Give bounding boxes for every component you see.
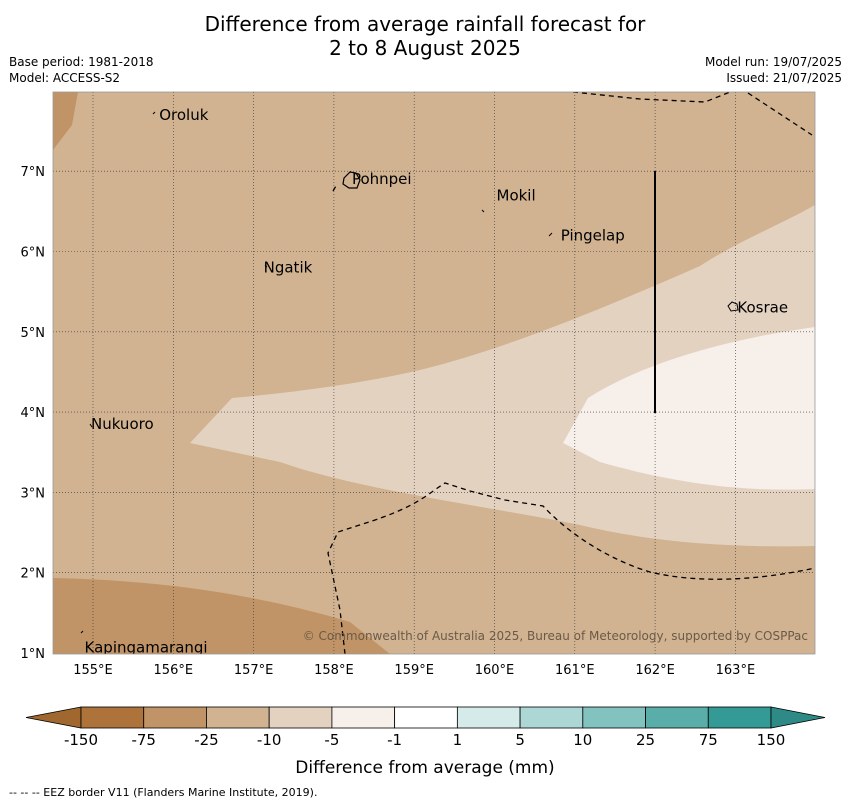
x-tick-label: 156°E: [154, 663, 194, 678]
dark-region-top-left: [53, 92, 78, 150]
y-tick-label: 1°N: [21, 647, 46, 662]
map-title: Difference from average rainfall forecas…: [0, 12, 850, 60]
x-tick-label: 163°E: [716, 663, 756, 678]
colorbar-segment: [582, 706, 646, 729]
colorbar-segment: [394, 706, 458, 729]
pohnpei-island-outline: [342, 171, 361, 189]
y-tick-label: 2°N: [21, 567, 46, 582]
colorbar-tick-label: -1: [387, 731, 402, 749]
colorbar-segment: [456, 706, 521, 729]
dark-region-bottom-left: [53, 578, 390, 654]
eez-footnote: -- -- -- EEZ border V11 (Flanders Marine…: [9, 786, 318, 799]
colorbar-tick-label: -75: [131, 731, 156, 749]
colorbar-tick-label: 10: [573, 731, 592, 749]
kosrae-island-outline: [727, 301, 739, 312]
colorbar-segment: [645, 706, 709, 729]
base-period: Base period: 1981-2018: [9, 55, 154, 69]
x-tick-label: 155°E: [73, 663, 113, 678]
colorbar-segment: [80, 706, 145, 729]
x-axis-ticks: 155°E 156°E 157°E 158°E 159°E 160°E 161°E 162°E…: [73, 663, 755, 678]
place-label-pingelap: Pingelap: [561, 226, 625, 244]
y-tick-label: 7°N: [21, 165, 46, 180]
colorbar-segment: [331, 706, 396, 729]
colorbar-tick-label: -25: [194, 731, 219, 749]
place-label-oroluk: Oroluk: [159, 106, 208, 124]
colorbar-tick-label: 150: [757, 731, 786, 749]
model-name: Model: ACCESS-S2: [9, 71, 121, 85]
issued-date: Issued: 21/07/2025: [726, 71, 842, 85]
y-tick-label: 4°N: [21, 406, 46, 421]
map-frame: [52, 91, 816, 655]
colorbar-tick-label: -5: [324, 731, 339, 749]
colorbar-tick-label: -150: [64, 731, 98, 749]
colorbar-segment: [519, 706, 584, 729]
y-tick-label: 5°N: [21, 326, 46, 341]
place-label-ngatik: Ngatik: [264, 259, 313, 277]
colorbar-tick-label: 25: [636, 731, 655, 749]
colorbar-segment: [143, 706, 207, 729]
x-tick-label: 161°E: [555, 663, 595, 678]
colorbar-segment: [268, 706, 333, 729]
graticule: [53, 92, 815, 654]
near-white-region: [563, 327, 815, 490]
place-labels: Oroluk Pohnpei Mokil Pingelap Ngatik Kosrae Nu…: [85, 106, 789, 656]
colorbar-over-arrow: [770, 706, 826, 729]
place-label-kosrae: Kosrae: [737, 299, 788, 317]
x-tick-label: 160°E: [475, 663, 515, 678]
colorbar-tick-label: 5: [515, 731, 525, 749]
rainfall-map: © Commonwealth of Australia 2025, Bureau…: [53, 92, 815, 656]
y-tick-label: 6°N: [21, 246, 46, 261]
colorbar-label: Difference from average (mm): [295, 758, 554, 778]
copyright-text: © Commonwealth of Australia 2025, Bureau…: [303, 629, 808, 643]
colorbar-segment: [707, 706, 772, 729]
title-line-2: 2 to 8 August 2025: [329, 36, 521, 60]
place-label-kapingamarangi: Kapingamarangi: [85, 638, 208, 656]
x-tick-label: 159°E: [394, 663, 434, 678]
x-tick-label: 158°E: [314, 663, 354, 678]
colorbar-tick-label: 75: [699, 731, 718, 749]
x-tick-label: 162°E: [635, 663, 675, 678]
colorbar-segment: [206, 706, 270, 729]
meta-left: Base period: 1981-2018 Model: ACCESS-S2: [9, 54, 154, 86]
model-run: Model run: 19/07/2025: [704, 55, 842, 69]
colorbar: -150 -75 -25 -10 -5 -1 1 5 10 25 75 150: [25, 706, 826, 749]
eez-border: [327, 92, 815, 654]
colorbar-tick-label: -10: [257, 731, 282, 749]
meta-right: Model run: 19/07/2025 Issued: 21/07/2025: [705, 54, 842, 86]
colorbar-under-arrow: [25, 706, 82, 729]
place-label-nukuoro: Nukuoro: [91, 415, 154, 433]
y-axis-ticks: 7°N 6°N 5°N 4°N 3°N 2°N 1°N: [21, 165, 46, 662]
x-tick-label: 157°E: [234, 663, 274, 678]
title-line-1: Difference from average rainfall forecas…: [204, 12, 646, 36]
y-tick-label: 3°N: [21, 486, 46, 501]
atoll-markers: [80, 111, 553, 634]
place-label-pohnpei: Pohnpei: [352, 170, 412, 188]
colorbar-tick-label: 1: [453, 731, 463, 749]
place-label-mokil: Mokil: [497, 186, 536, 204]
